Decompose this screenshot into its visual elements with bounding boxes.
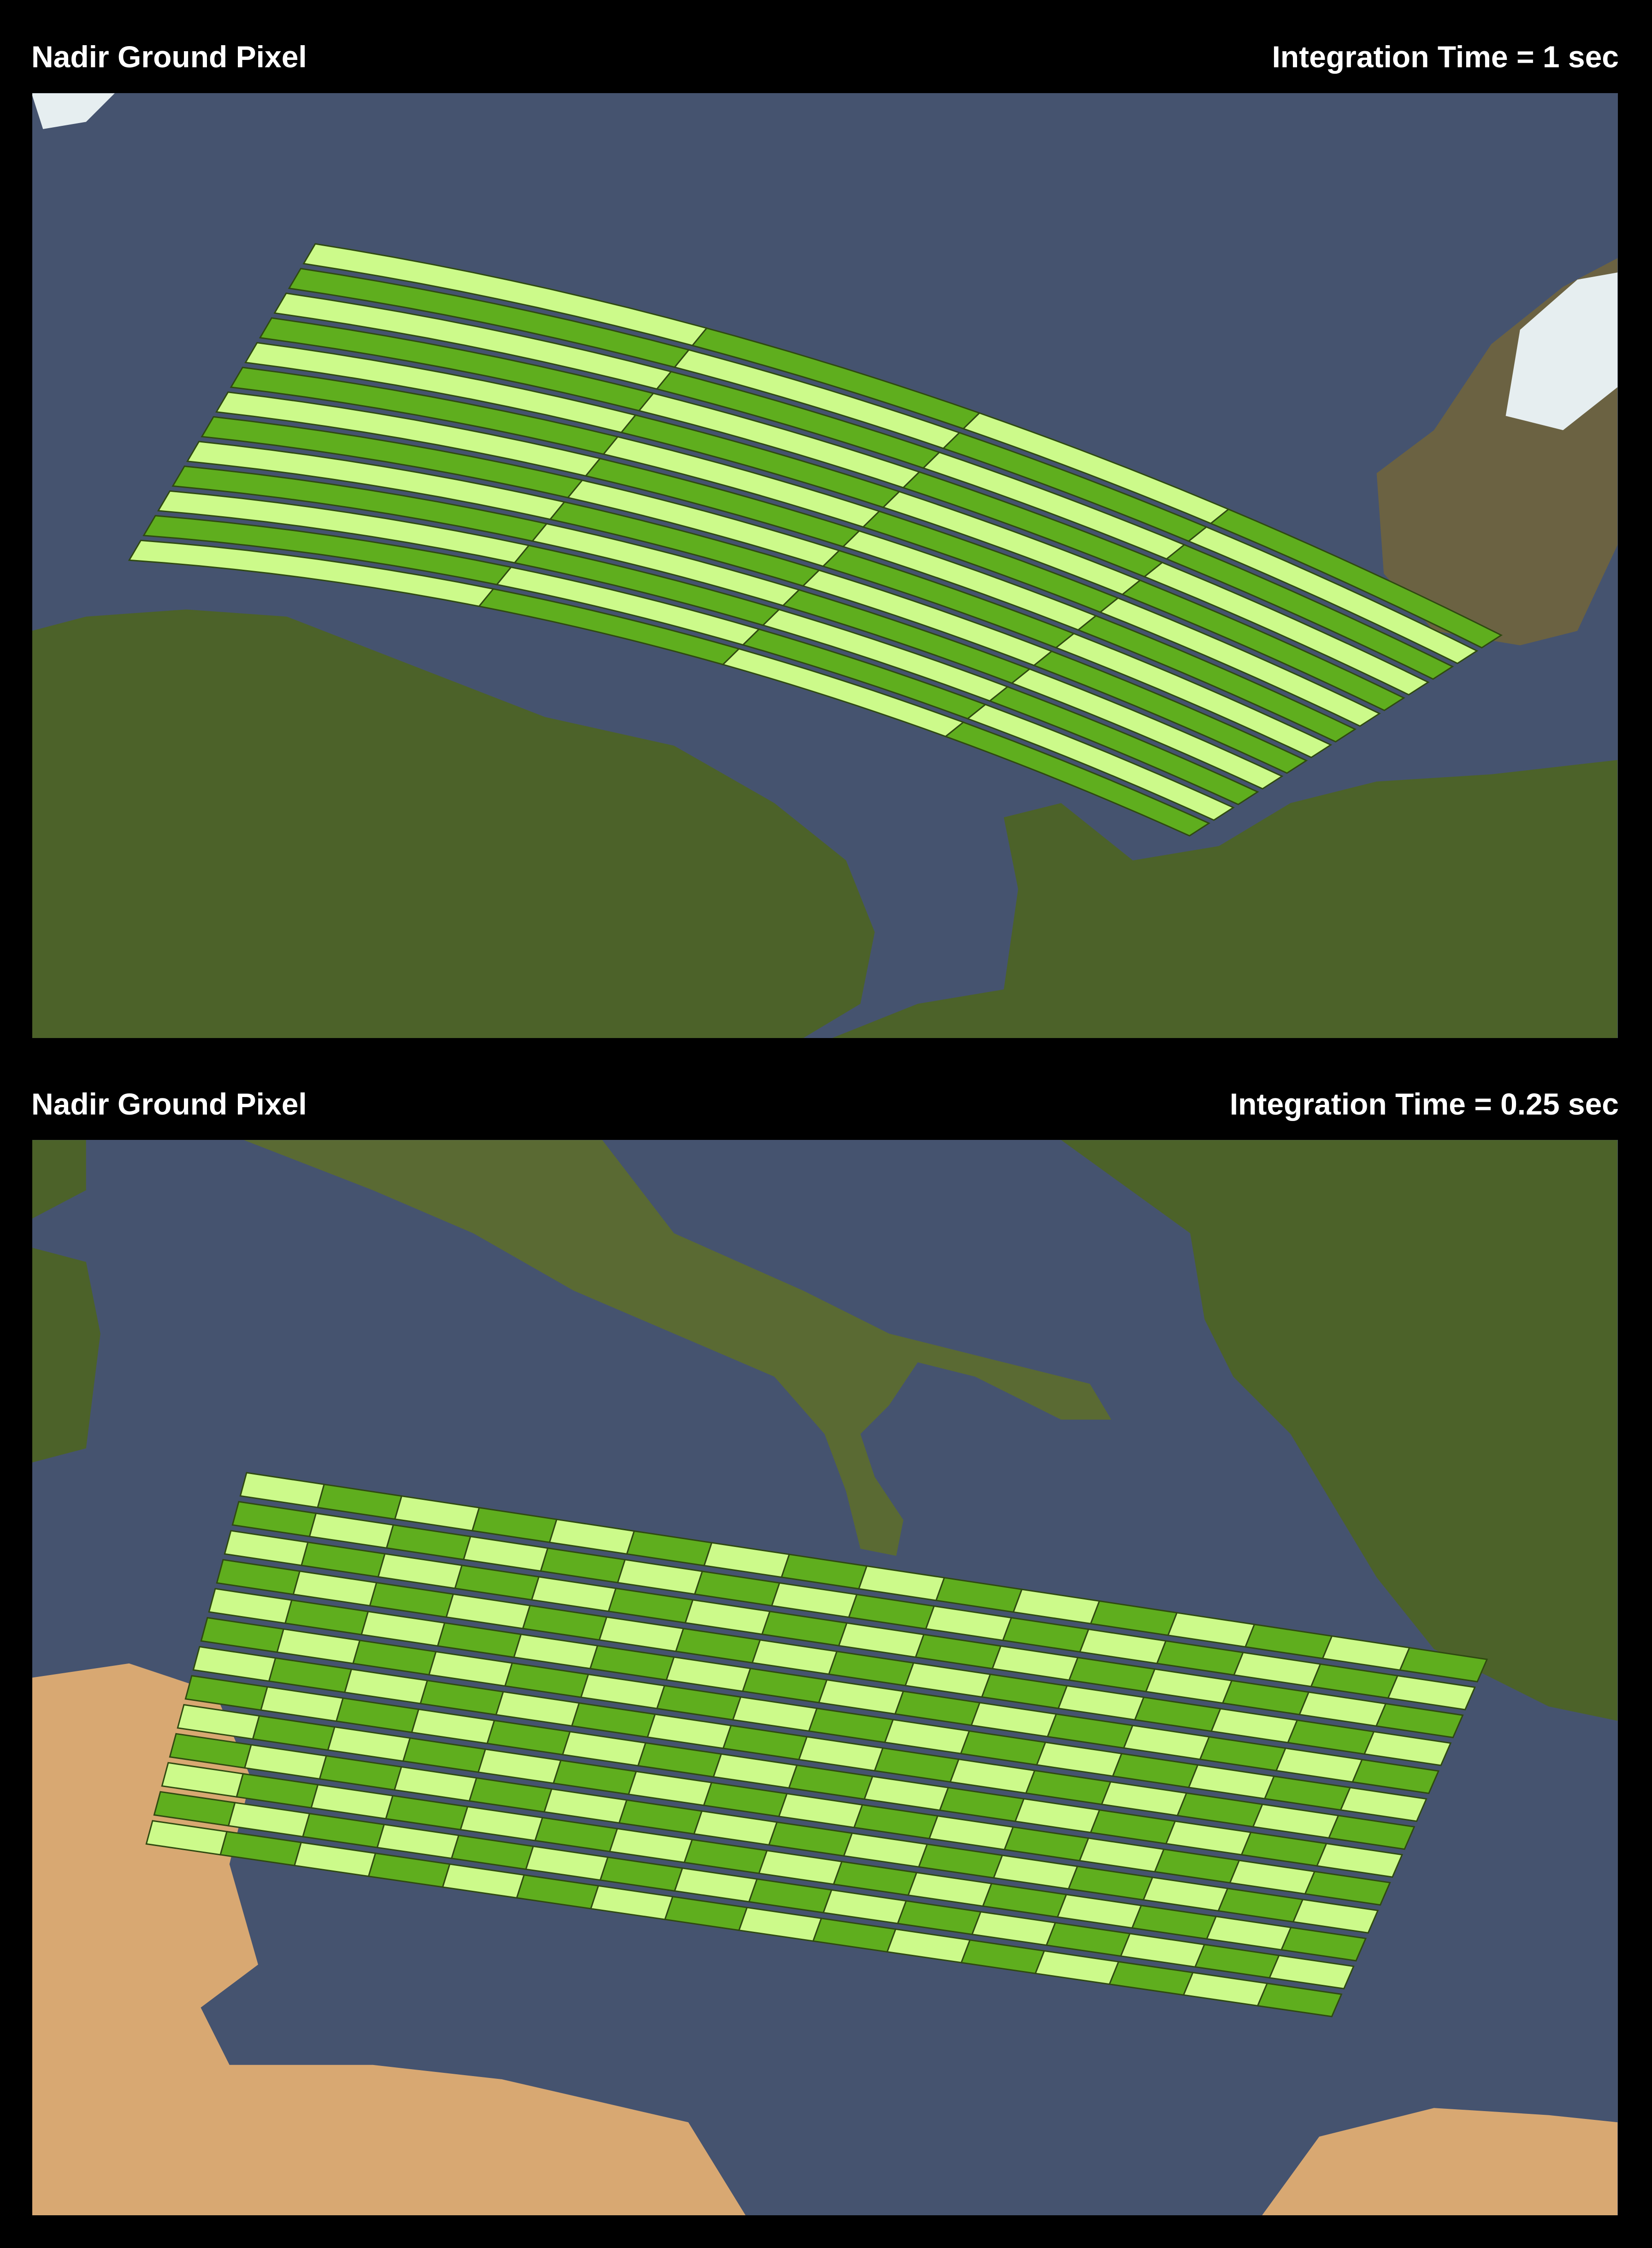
ground-pixel — [1077, 615, 1357, 743]
ground-pixel — [1268, 1954, 1355, 1990]
ground-pixel — [966, 703, 1235, 821]
landmasses — [32, 93, 1618, 1038]
ground-pixel — [1339, 1787, 1428, 1822]
land-kola-peninsula — [32, 609, 875, 1038]
ground-pixel — [1304, 1870, 1391, 1906]
panel2-title-right: Integration Time = 0.25 sec — [1229, 1087, 1619, 1121]
panel1-title-left: Nadir Ground Pixel — [31, 40, 307, 74]
ground-pixel — [1143, 561, 1430, 696]
land-balkans — [1061, 1140, 1618, 1721]
land-northern-russia — [832, 760, 1618, 1038]
ground-pixel — [1328, 1815, 1416, 1850]
ground-pixel — [1316, 1842, 1403, 1878]
ground-pixel — [988, 686, 1259, 805]
ground-pixel — [1292, 1899, 1379, 1934]
ground-pixel — [1280, 1926, 1367, 1962]
panel2-title-left: Nadir Ground Pixel — [31, 1087, 307, 1121]
ground-pixel — [1165, 544, 1454, 680]
ice-island — [32, 93, 115, 129]
ground-pixel — [1387, 1675, 1476, 1711]
ice-cap — [1505, 272, 1618, 431]
land-italy — [243, 1140, 1111, 1556]
ground-pixel — [1257, 1982, 1343, 2018]
panel1-map — [32, 93, 1618, 1038]
ground-pixel — [1363, 1731, 1452, 1766]
ground-pixel — [944, 721, 1210, 837]
ground-pixel-grid-1sec — [128, 243, 1503, 837]
land-corsica — [32, 1140, 86, 1219]
ground-pixel — [1055, 632, 1333, 758]
ground-pixel-grid-025sec — [145, 1472, 1488, 2018]
land-libya — [1262, 2108, 1618, 2215]
ground-pixel — [1210, 508, 1503, 649]
ground-pixel — [1099, 597, 1381, 727]
ground-pixel — [1032, 650, 1308, 774]
ground-pixel — [1375, 1703, 1464, 1739]
panel2-map — [32, 1140, 1618, 2215]
ground-pixel — [1010, 668, 1284, 790]
panel1-title-right: Integration Time = 1 sec — [1272, 40, 1619, 74]
ground-pixel — [1399, 1647, 1488, 1683]
ground-pixel — [1187, 526, 1479, 664]
land-sardinia — [32, 1248, 100, 1463]
ground-pixel — [1121, 579, 1405, 711]
ground-pixel — [1351, 1758, 1440, 1794]
